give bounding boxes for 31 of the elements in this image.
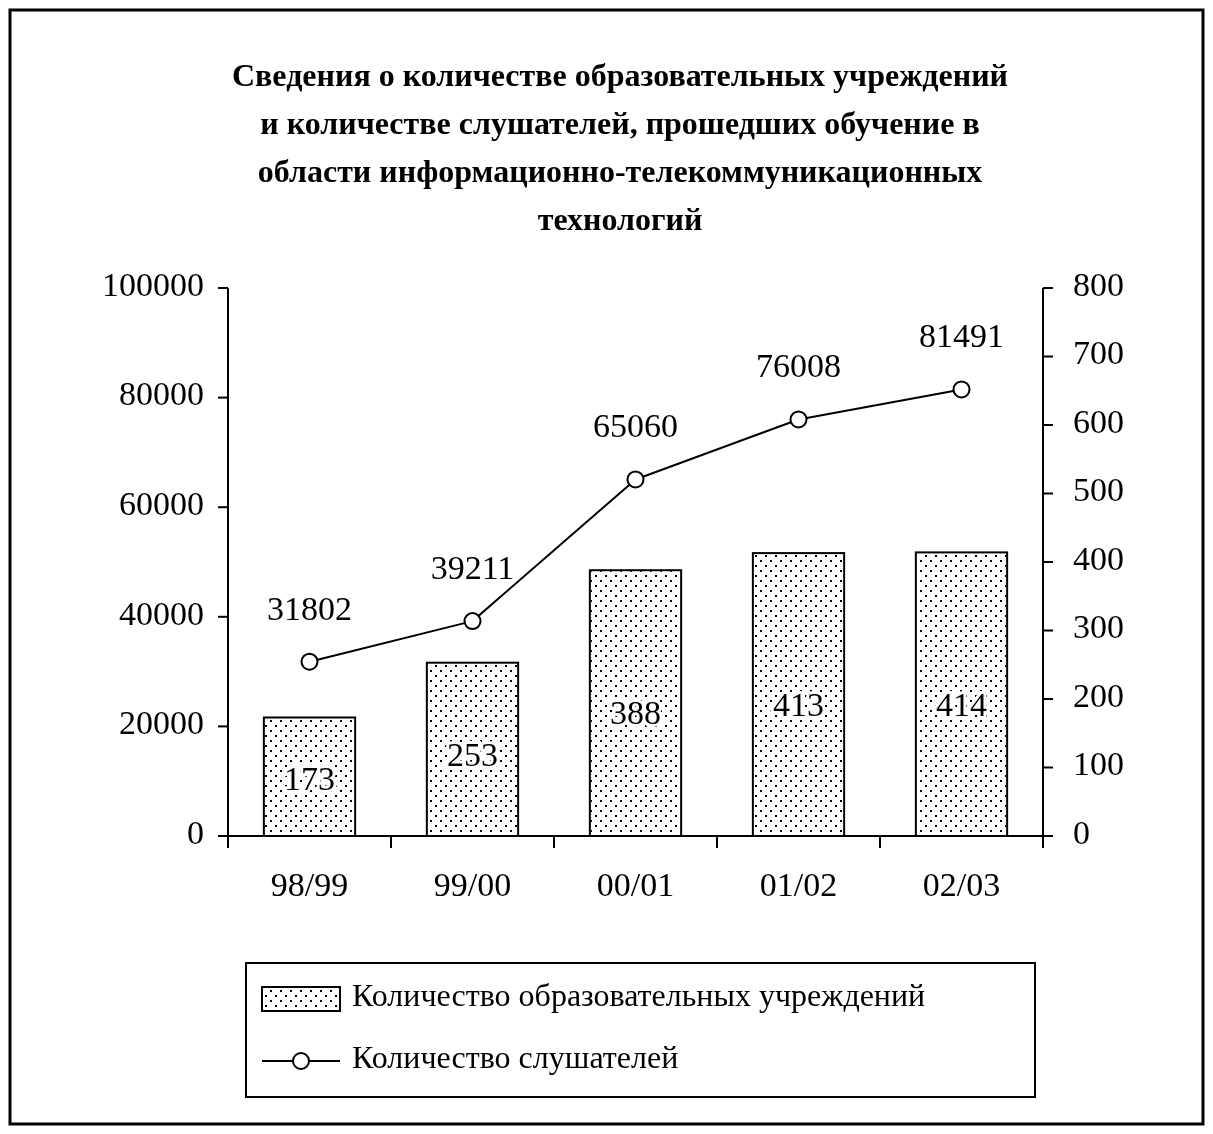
y2-tick-label: 300 [1073, 608, 1124, 646]
data-label: 39211 [430, 549, 515, 587]
data-label: 173 [284, 760, 335, 798]
x-tick-label: 02/03 [922, 866, 1001, 903]
legend-label: Количество слушателей [352, 1039, 679, 1076]
y-tick-label: 100000 [102, 265, 204, 303]
y2-tick-label: 600 [1073, 402, 1124, 440]
data-label: 81491 [919, 317, 1004, 355]
legend-label: Количество образовательных учреждений [352, 977, 926, 1014]
x-tick-label: 01/02 [759, 866, 838, 903]
y-tick-label: 60000 [119, 485, 204, 522]
x-tick-label: 00/01 [596, 866, 675, 903]
y-tick-label: 0 [187, 813, 204, 851]
y-tick-label: 80000 [119, 375, 204, 413]
y-tick-label: 40000 [119, 594, 204, 632]
chart-title: Сведения о количестве образовательных учреждений и количестве слушателей, прошедших обучение в области информационно-телекоммуникационных технологий [231, 57, 1009, 237]
y2-tick-label: 500 [1073, 471, 1124, 509]
data-label: 388 [610, 694, 661, 732]
x-tick-label: 98/99 [270, 866, 349, 903]
data-label: 253 [447, 735, 498, 773]
data-label: 31802 [267, 589, 352, 627]
data-label: 76008 [756, 347, 841, 385]
data-label: 65060 [593, 407, 678, 445]
y2-tick-label: 400 [1073, 539, 1124, 577]
y2-tick-label: 700 [1073, 334, 1124, 372]
y2-tick-label: 800 [1073, 265, 1124, 303]
y-tick-label: 20000 [119, 704, 204, 742]
x-tick-label: 99/00 [433, 866, 512, 903]
y2-tick-label: 0 [1073, 813, 1090, 851]
y2-tick-label: 200 [1073, 676, 1124, 714]
y2-tick-label: 100 [1073, 745, 1124, 783]
